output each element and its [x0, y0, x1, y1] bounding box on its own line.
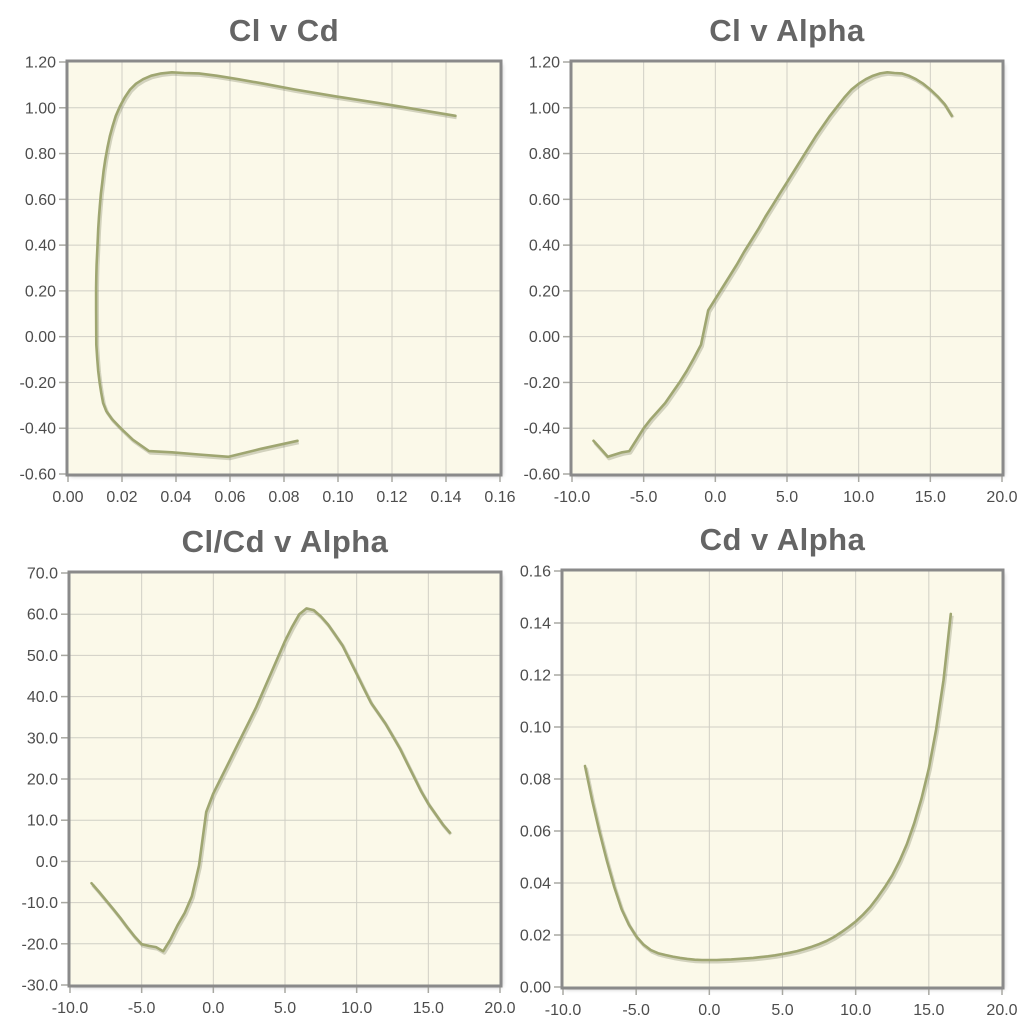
svg-text:0.12: 0.12: [376, 489, 407, 506]
svg-text:0.20: 0.20: [529, 283, 560, 300]
svg-text:0.08: 0.08: [520, 772, 551, 789]
svg-text:-10.0: -10.0: [52, 1000, 89, 1017]
svg-text:20.0: 20.0: [27, 772, 58, 789]
svg-text:5.0: 5.0: [274, 1000, 296, 1017]
chart-panel-cd-v-alpha: Cd v Alpha -10.0 -5.0 0.0 5.0 10.0 15.0 20.0 0.…: [515, 511, 1031, 1022]
svg-text:0.16: 0.16: [484, 489, 515, 506]
chart-plot-cl-v-cd: 0.00 0.02 0.04 0.06 0.08 0.10 0.12 0.14 0.16 1.20…: [20, 55, 516, 507]
svg-text:1.20: 1.20: [25, 55, 56, 72]
chart-title-cl-v-cd: Cl v Cd: [228, 13, 340, 48]
svg-text:0.80: 0.80: [529, 146, 560, 163]
chart-panel-clcd-v-alpha: Cl/Cd v Alpha -10.0 -5.0 0.0 5.0 10.0 15.0 20.…: [0, 511, 516, 1022]
svg-text:0.00: 0.00: [529, 329, 560, 346]
chart-plot-cd-v-alpha: -10.0 -5.0 0.0 5.0 10.0 15.0 20.0 0.16 0.14 0.12 0…: [520, 564, 1018, 1020]
svg-text:20.0: 20.0: [986, 1002, 1017, 1019]
chart-panel-cl-v-cd: Cl v Cd 0.00 0.02 0.04 0.06 0.08 0.10 0.12 0.14…: [0, 0, 516, 511]
svg-text:0.14: 0.14: [430, 489, 461, 506]
svg-text:5.0: 5.0: [776, 489, 798, 506]
svg-text:-10.0: -10.0: [554, 489, 591, 506]
svg-text:-5.0: -5.0: [630, 489, 658, 506]
chart-panel-cl-v-alpha: Cl v Alpha -10.0 -5.0 0.0 5.0 10.0 15.0 20.0 1.…: [515, 0, 1031, 511]
svg-text:-0.40: -0.40: [524, 421, 561, 438]
svg-text:0.10: 0.10: [520, 720, 551, 737]
svg-text:20.0: 20.0: [484, 1000, 515, 1017]
svg-text:0.00: 0.00: [52, 489, 83, 506]
svg-text:0.60: 0.60: [529, 192, 560, 209]
svg-text:15.0: 15.0: [913, 1002, 944, 1019]
svg-text:1.20: 1.20: [529, 55, 560, 72]
svg-text:-10.0: -10.0: [22, 895, 59, 912]
svg-text:-0.60: -0.60: [20, 467, 57, 484]
chart-title-clcd-v-alpha: Cl/Cd v Alpha: [181, 524, 389, 559]
svg-text:1.00: 1.00: [25, 100, 56, 117]
svg-text:0.16: 0.16: [520, 564, 551, 581]
svg-text:10.0: 10.0: [341, 1000, 372, 1017]
svg-text:0.40: 0.40: [25, 238, 56, 255]
svg-text:0.02: 0.02: [520, 928, 551, 945]
svg-text:0.60: 0.60: [25, 192, 56, 209]
svg-text:10.0: 10.0: [27, 813, 58, 830]
svg-text:0.00: 0.00: [25, 329, 56, 346]
svg-text:-30.0: -30.0: [22, 978, 59, 995]
svg-text:10.0: 10.0: [840, 1002, 871, 1019]
svg-text:-5.0: -5.0: [622, 1002, 650, 1019]
svg-text:0.14: 0.14: [520, 616, 551, 633]
svg-text:-0.20: -0.20: [524, 375, 561, 392]
svg-text:0.12: 0.12: [520, 668, 551, 685]
svg-text:0.80: 0.80: [25, 146, 56, 163]
svg-text:0.0: 0.0: [36, 854, 58, 871]
svg-text:1.00: 1.00: [529, 100, 560, 117]
svg-text:0.20: 0.20: [25, 283, 56, 300]
svg-text:0.0: 0.0: [704, 489, 726, 506]
svg-text:-0.60: -0.60: [524, 467, 561, 484]
svg-text:15.0: 15.0: [915, 489, 946, 506]
svg-text:30.0: 30.0: [27, 730, 58, 747]
svg-text:-10.0: -10.0: [545, 1002, 582, 1019]
svg-text:-0.20: -0.20: [20, 375, 57, 392]
svg-text:40.0: 40.0: [27, 689, 58, 706]
svg-text:-20.0: -20.0: [22, 936, 59, 953]
svg-text:0.0: 0.0: [698, 1002, 720, 1019]
svg-text:60.0: 60.0: [27, 607, 58, 624]
svg-text:5.0: 5.0: [771, 1002, 793, 1019]
svg-text:20.0: 20.0: [986, 489, 1017, 506]
svg-text:0.08: 0.08: [268, 489, 299, 506]
svg-text:10.0: 10.0: [843, 489, 874, 506]
svg-text:15.0: 15.0: [413, 1000, 444, 1017]
svg-text:0.06: 0.06: [520, 824, 551, 841]
svg-text:0.0: 0.0: [202, 1000, 224, 1017]
svg-text:-5.0: -5.0: [128, 1000, 156, 1017]
svg-text:-0.40: -0.40: [20, 421, 57, 438]
chart-title-cd-v-alpha: Cd v Alpha: [699, 522, 866, 557]
chart-plot-cl-v-alpha: -10.0 -5.0 0.0 5.0 10.0 15.0 20.0 1.20 1.00 0.80 0…: [524, 55, 1018, 507]
svg-text:0.04: 0.04: [160, 489, 191, 506]
svg-text:0.10: 0.10: [322, 489, 353, 506]
svg-text:50.0: 50.0: [27, 648, 58, 665]
chart-plot-clcd-v-alpha: -10.0 -5.0 0.0 5.0 10.0 15.0 20.0 70.0 60.0 50.0 4…: [22, 566, 516, 1018]
svg-text:0.40: 0.40: [529, 238, 560, 255]
chart-title-cl-v-alpha: Cl v Alpha: [709, 13, 865, 48]
svg-text:0.02: 0.02: [106, 489, 137, 506]
svg-text:0.00: 0.00: [520, 980, 551, 997]
svg-text:0.06: 0.06: [214, 489, 245, 506]
svg-text:0.04: 0.04: [520, 876, 551, 893]
svg-text:70.0: 70.0: [27, 566, 58, 583]
